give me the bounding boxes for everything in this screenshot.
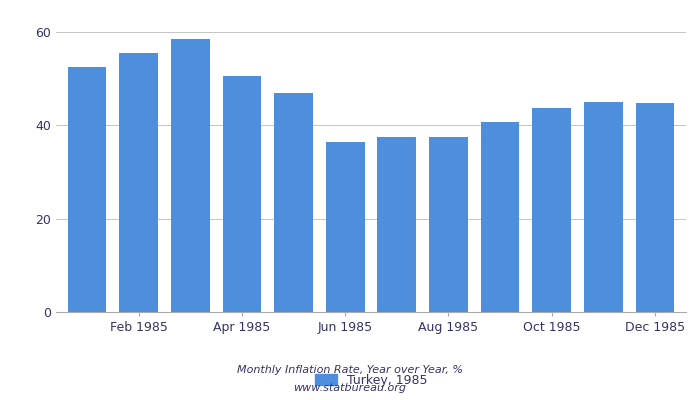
Bar	[636, 103, 674, 312]
Bar	[533, 108, 571, 312]
Bar	[119, 53, 158, 312]
Bar	[377, 137, 416, 312]
Bar	[429, 136, 468, 312]
Bar	[326, 142, 365, 312]
Text: www.statbureau.org: www.statbureau.org	[293, 383, 407, 393]
Bar	[584, 102, 623, 312]
Bar	[171, 39, 209, 312]
Bar	[274, 93, 313, 312]
Bar	[68, 67, 106, 312]
Bar	[223, 76, 261, 312]
Bar	[481, 122, 519, 312]
Text: Monthly Inflation Rate, Year over Year, %: Monthly Inflation Rate, Year over Year, …	[237, 365, 463, 375]
Legend: Turkey, 1985: Turkey, 1985	[309, 369, 433, 392]
